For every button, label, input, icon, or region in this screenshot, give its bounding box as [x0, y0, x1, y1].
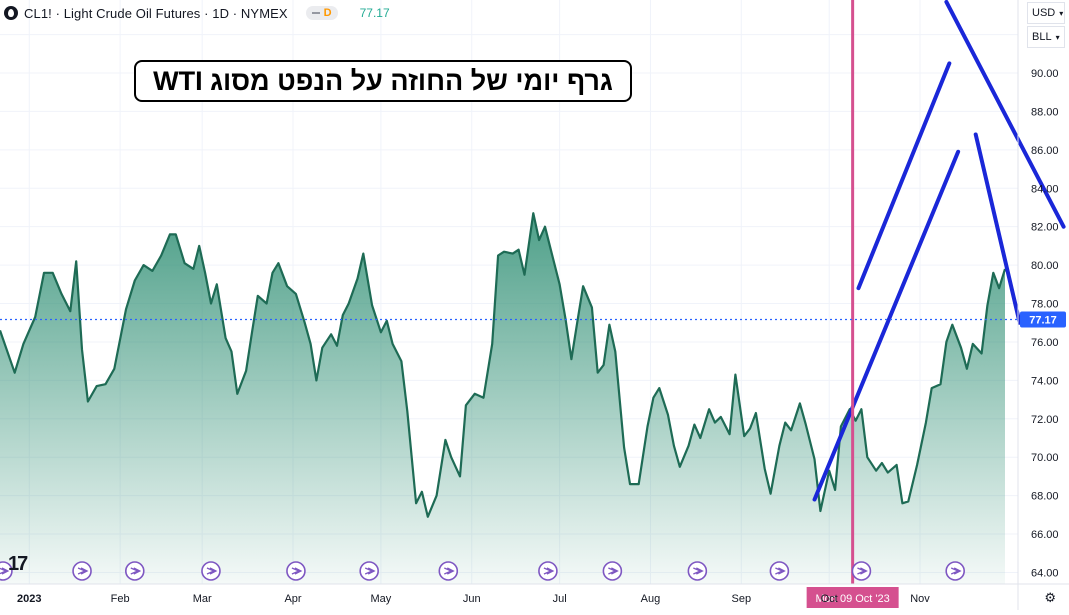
event-marker-circle — [124, 561, 145, 581]
y-tick-label: 66.00 — [1031, 529, 1059, 541]
x-tick-label: Oct — [821, 593, 838, 605]
last-price: 77.17 — [359, 6, 390, 20]
y-tick-label: 84.00 — [1031, 183, 1059, 195]
x-tick-label: Feb — [111, 593, 130, 605]
y-tick-label: 78.00 — [1031, 299, 1059, 311]
event-marker-arrow — [775, 567, 786, 575]
y-tick-label: 88.00 — [1031, 106, 1059, 118]
chevron-down-icon: ▾ — [1055, 32, 1060, 42]
symbol-title[interactable]: CL1! · Light Crude Oil Futures · 1D · NY… — [24, 5, 288, 21]
event-marker-icon — [0, 561, 13, 581]
event-marker-circle — [201, 561, 221, 581]
event-marker-circle — [538, 561, 558, 581]
event-marker-icon — [538, 561, 558, 581]
y-tick-label: 74.00 — [1031, 375, 1059, 387]
event-marker-circle — [72, 561, 92, 581]
event-marker-circle — [851, 561, 872, 581]
chart-header: CL1! · Light Crude Oil Futures · 1D · NY… — [4, 3, 390, 23]
x-tick-label: Jun — [463, 593, 481, 605]
x-tick-label: Apr — [284, 593, 301, 605]
crosshair-date-tag — [806, 587, 899, 608]
event-marker-circle — [769, 561, 790, 581]
event-marker-arrow — [950, 567, 962, 575]
y-tick-label: 64.00 — [1031, 567, 1059, 579]
event-marker-arrow — [857, 567, 868, 575]
x-tick-label: Sep — [732, 593, 752, 605]
event-marker-arrow — [291, 567, 303, 575]
event-marker-icon — [769, 561, 790, 581]
event-marker-icon — [945, 561, 965, 581]
x-tick-label: Aug — [641, 593, 661, 605]
event-marker-arrow — [77, 567, 89, 575]
unit-selector[interactable]: BLL ▾ — [1027, 26, 1065, 48]
trendline — [856, 61, 952, 291]
event-marker-arrow — [364, 567, 376, 575]
last-price-tag — [1020, 311, 1066, 328]
delayed-badge-letter: D — [323, 7, 332, 19]
currency-label: USD — [1032, 7, 1056, 19]
dash-icon — [311, 12, 320, 14]
y-tick-label: 82.00 — [1031, 222, 1059, 234]
price-area — [0, 213, 1005, 584]
x-tick-label: May — [371, 593, 392, 605]
event-marker-icon — [851, 561, 872, 581]
event-marker-circle — [602, 561, 623, 581]
tradingview-logo[interactable]: 17 — [8, 553, 28, 575]
event-marker-icon — [286, 561, 306, 581]
event-marker-circle — [438, 561, 459, 581]
event-marker-circle — [286, 561, 306, 581]
y-tick-label: 80.00 — [1031, 260, 1059, 272]
y-tick-label: 72.00 — [1031, 414, 1059, 426]
session-badge[interactable]: D — [305, 6, 338, 20]
trendline — [944, 0, 1066, 229]
last-price-tag-label: 77.17 — [1029, 314, 1057, 326]
event-marker-icon — [359, 561, 379, 581]
event-marker-arrow — [206, 567, 218, 575]
event-marker-icon — [438, 561, 459, 581]
y-tick-label: 86.00 — [1031, 145, 1059, 157]
y-tick-label: 68.00 — [1031, 491, 1059, 503]
chevron-down-icon: ▾ — [1059, 8, 1064, 18]
event-marker-icon — [124, 561, 145, 581]
unit-label: BLL — [1032, 31, 1052, 43]
currency-selector[interactable]: USD ▾ — [1027, 2, 1065, 24]
y-tick-label: 76.00 — [1031, 337, 1059, 349]
drop-icon — [4, 6, 18, 20]
y-tick-label: 90.00 — [1031, 68, 1059, 80]
event-marker-arrow — [0, 567, 10, 575]
x-tick-label: Mar — [193, 593, 212, 605]
event-marker-arrow — [444, 567, 455, 575]
gear-icon[interactable]: ⚙ — [1044, 590, 1056, 605]
event-marker-arrow — [693, 567, 704, 575]
annotation-text: גרף יומי של החוזה על הנפט מסוג WTI — [153, 65, 613, 96]
x-tick-label: Jul — [553, 593, 567, 605]
event-marker-icon — [687, 561, 708, 581]
event-marker-icon — [602, 561, 623, 581]
event-marker-arrow — [130, 567, 142, 575]
crosshair-date-label: Mon 09 Oct '23 — [816, 593, 890, 605]
x-tick-label: 2023 — [17, 593, 41, 605]
event-marker-circle — [359, 561, 379, 581]
x-tick-label: Nov — [910, 593, 930, 605]
price-line — [0, 212, 1007, 518]
event-marker-arrow — [608, 567, 619, 575]
event-marker-icon — [72, 561, 92, 581]
event-marker-circle — [945, 561, 965, 581]
event-marker-arrow — [543, 567, 555, 575]
event-marker-icon — [201, 561, 221, 581]
event-marker-circle — [687, 561, 708, 581]
trendline — [973, 132, 1022, 325]
trendline — [812, 149, 961, 502]
y-tick-label: 70.00 — [1031, 452, 1059, 464]
annotation-box[interactable]: גרף יומי של החוזה על הנפט מסוג WTI — [134, 60, 632, 102]
